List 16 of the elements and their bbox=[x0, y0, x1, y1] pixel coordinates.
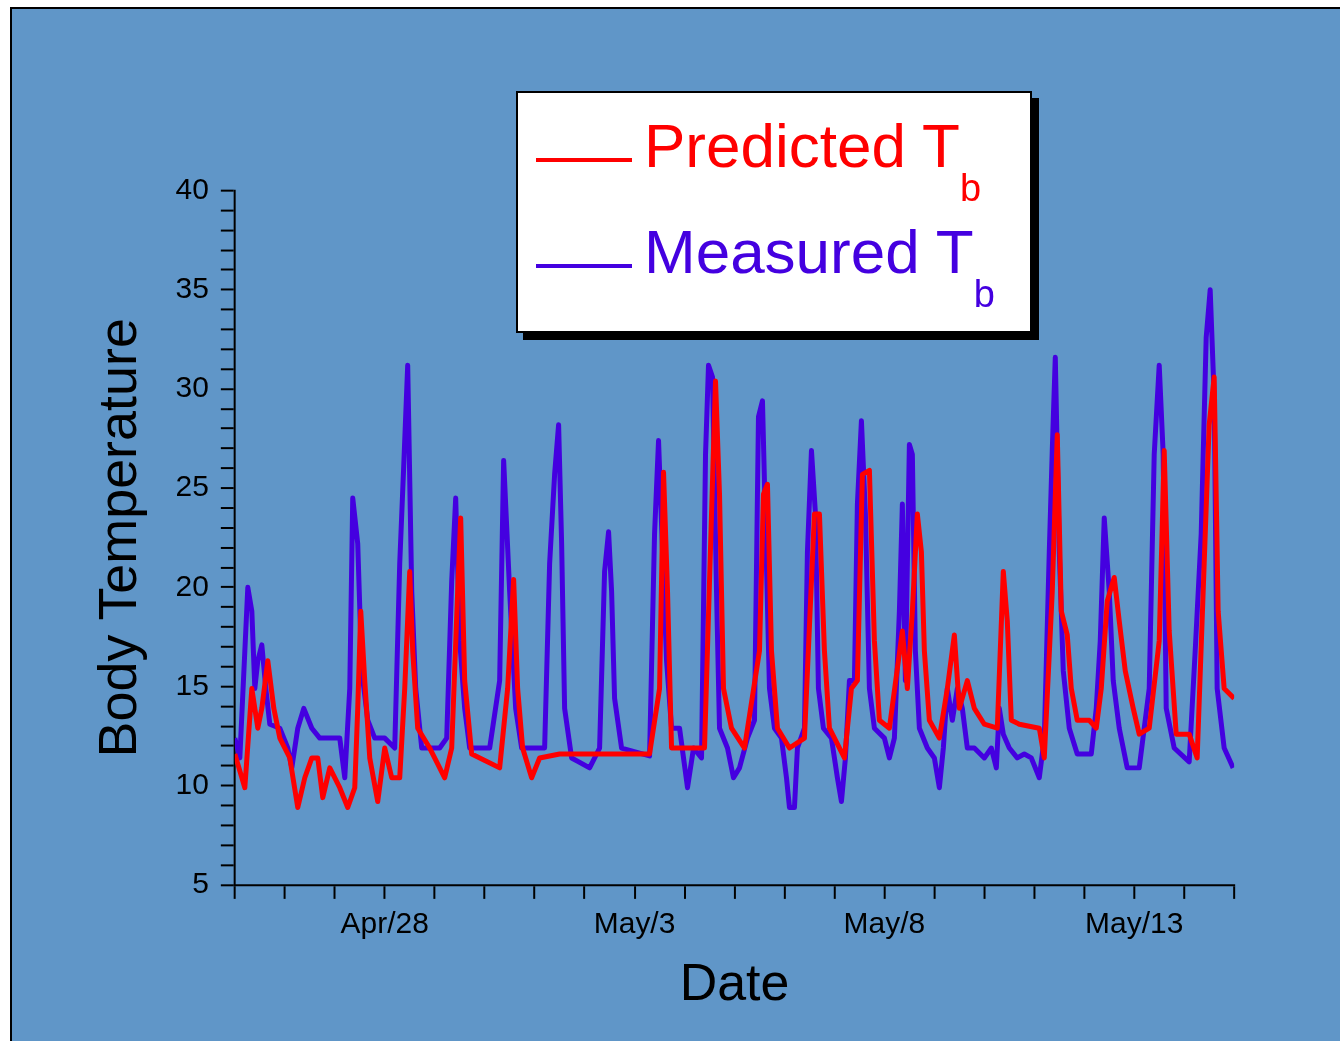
x-axis-title: Date bbox=[679, 953, 790, 1012]
x-tick-label: Apr/28 bbox=[340, 906, 429, 940]
y-tick-label: 10 bbox=[175, 766, 209, 800]
y-tick-label: 30 bbox=[175, 370, 209, 404]
y-tick-label: 5 bbox=[192, 866, 209, 900]
y-tick-label: 40 bbox=[175, 171, 209, 205]
legend-label: Measured T$_{b}$ bbox=[644, 216, 995, 316]
y-tick-label: 20 bbox=[175, 568, 209, 602]
x-tick-label: May/13 bbox=[1085, 906, 1184, 940]
x-tick-label: May/8 bbox=[843, 906, 926, 940]
x-tick-label: May/3 bbox=[593, 906, 676, 940]
y-tick-label: 35 bbox=[175, 271, 209, 305]
legend-label: Predicted T$_{b}$ bbox=[644, 110, 982, 210]
y-tick-label: 15 bbox=[175, 667, 209, 701]
y-tick-label: 25 bbox=[175, 469, 209, 503]
y-axis-title: Body Temperature bbox=[87, 318, 148, 758]
